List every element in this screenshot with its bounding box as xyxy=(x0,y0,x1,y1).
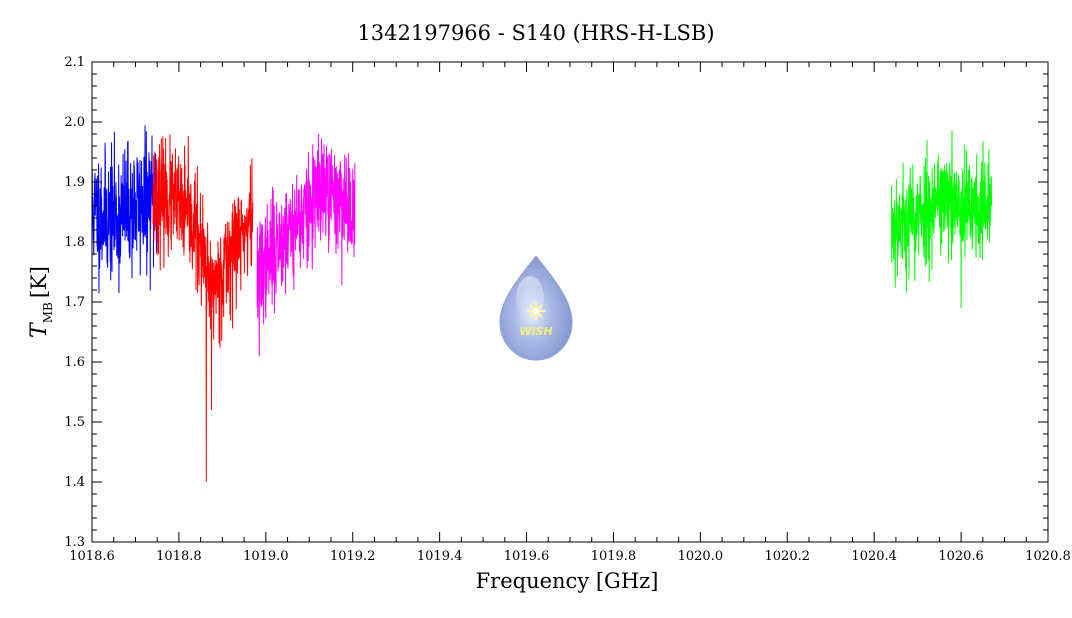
x-tick-label: 1019.0 xyxy=(243,549,289,564)
y-tick-label: 1.6 xyxy=(64,355,85,370)
x-tick-label: 1020.0 xyxy=(678,549,724,564)
x-tick-label: 1019.8 xyxy=(591,549,637,564)
y-axis-label-unit: [K] xyxy=(27,266,51,298)
logo-text: WISH xyxy=(519,325,552,338)
y-tick-label: 1.9 xyxy=(64,175,85,190)
y-tick-labels: 1.3 1.4 1.5 1.6 1.7 1.8 1.9 2.0 2.1 xyxy=(64,55,85,550)
y-tick-label: 1.8 xyxy=(64,235,85,250)
y-axis-label-sub: MB xyxy=(41,302,55,323)
x-tick-label: 1020.6 xyxy=(938,549,984,564)
x-tick-label: 1020.2 xyxy=(765,549,811,564)
x-tick-label: 1020.4 xyxy=(851,549,897,564)
x-tick-label: 1019.4 xyxy=(417,549,463,564)
y-tick-label: 2.0 xyxy=(64,115,85,130)
spectrum-series-line xyxy=(256,133,356,357)
x-tick-label: 1018.6 xyxy=(69,549,115,564)
svg-text:TMB[K]: TMB [K] xyxy=(27,266,55,338)
y-axis-label: TMB [K] xyxy=(27,266,55,338)
spectrum-series-line xyxy=(891,130,993,309)
x-tick-label: 1019.6 xyxy=(504,549,550,564)
x-tick-labels: 1018.6 1018.8 1019.0 1019.2 1019.4 1019.6 1019… xyxy=(69,549,1071,564)
plot-area xyxy=(91,125,993,483)
spectrum-series-line xyxy=(91,125,158,294)
x-tick-label: 1019.2 xyxy=(330,549,376,564)
y-axis-label-main: T xyxy=(27,321,52,338)
x-axis-label: Frequency [GHz] xyxy=(476,569,659,593)
y-tick-label: 1.7 xyxy=(64,295,85,310)
y-tick-label: 1.4 xyxy=(64,475,85,490)
y-tick-label: 1.5 xyxy=(64,415,85,430)
plot-frame xyxy=(91,61,1049,543)
x-tick-label: 1018.8 xyxy=(156,549,202,564)
spectrum-series-line xyxy=(152,134,254,483)
axis-ticks xyxy=(91,61,1049,543)
x-tick-label: 1020.8 xyxy=(1025,549,1071,564)
y-tick-label: 1.3 xyxy=(64,535,85,550)
y-tick-label: 2.1 xyxy=(64,55,85,70)
chart-title: 1342197966 - S140 (HRS-H-LSB) xyxy=(357,21,714,45)
wish-logo: WISH xyxy=(499,255,573,361)
